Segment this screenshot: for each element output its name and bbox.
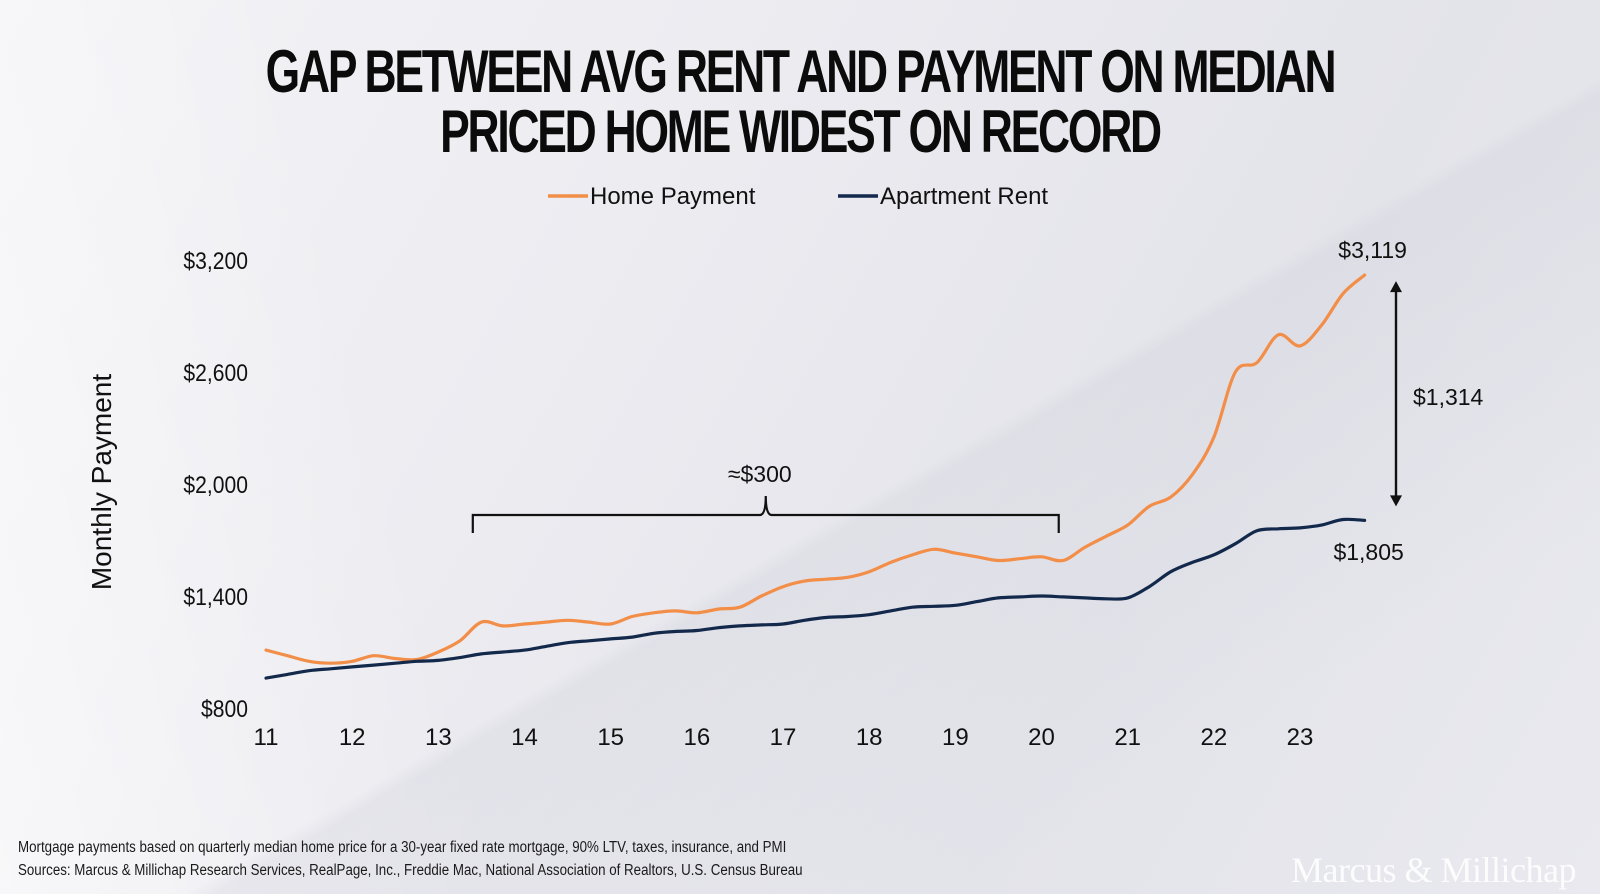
x-tick-label: 23 <box>1287 724 1314 751</box>
y-tick-label: $2,600 <box>183 360 248 387</box>
series-line-apartment-rent <box>264 517 1367 680</box>
x-tick-label: 21 <box>1114 724 1141 751</box>
gap-label: $1,314 <box>1413 384 1484 410</box>
x-tick-label: 16 <box>683 724 710 751</box>
x-tick-label: 13 <box>425 724 452 751</box>
x-tick-label: 18 <box>856 724 883 751</box>
y-tick-label: $800 <box>201 696 248 723</box>
bracket-label: ≈$300 <box>728 461 792 487</box>
footnote-sources: Sources: Marcus & Millichap Research Ser… <box>18 862 803 879</box>
x-tick-label: 15 <box>597 724 624 751</box>
y-axis-label: Monthly Payment <box>86 374 117 591</box>
gap-arrow-head-up <box>1390 281 1402 293</box>
series-line-home-payment <box>264 273 1367 665</box>
x-tick-label: 20 <box>1028 724 1055 751</box>
page-title: GAP BETWEEN AVG RENT AND PAYMENT ON MEDI… <box>265 38 1337 165</box>
x-tick-label: 12 <box>339 724 366 751</box>
x-tick-label: 19 <box>942 724 969 751</box>
x-tick-label: 14 <box>511 724 538 751</box>
x-tick-label: 17 <box>770 724 797 751</box>
end-value-label-rent: $1,805 <box>1333 539 1403 565</box>
gap-arrow-head-down <box>1390 495 1402 507</box>
legend-label-home-payment: Home Payment <box>590 183 756 210</box>
y-tick-label: $2,000 <box>183 472 248 499</box>
footnote-methodology: Mortgage payments based on quarterly med… <box>18 839 787 856</box>
legend-label-apartment-rent: Apartment Rent <box>880 183 1048 210</box>
company-logo: Marcus & Millichap <box>1291 850 1576 890</box>
x-tick-label: 11 <box>254 724 279 751</box>
x-tick-label: 22 <box>1200 724 1227 751</box>
y-tick-label: $3,200 <box>183 248 248 275</box>
y-tick-label: $1,400 <box>183 584 248 611</box>
end-value-label-home: $3,119 <box>1338 237 1407 263</box>
bracket-annotation <box>471 495 1060 533</box>
